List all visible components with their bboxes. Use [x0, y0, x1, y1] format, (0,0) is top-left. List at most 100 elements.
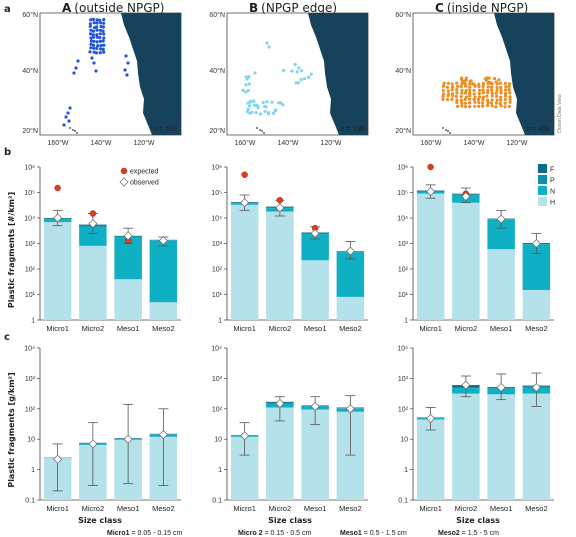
station-dot	[94, 69, 98, 73]
station-dot	[463, 91, 467, 95]
bar-segment-h	[149, 302, 178, 320]
island-mark	[74, 130, 76, 132]
station-dot	[261, 100, 265, 105]
station-dot	[277, 101, 281, 105]
observed-point	[345, 246, 355, 256]
lat-tick-label: 20°N	[22, 127, 38, 135]
bar-segment-h	[416, 193, 445, 320]
bar-segment-n	[149, 240, 178, 303]
station-dot	[99, 21, 103, 25]
station-dot	[489, 101, 493, 105]
station-dot	[494, 80, 498, 84]
station-dot	[467, 91, 472, 95]
station-dot	[91, 35, 95, 39]
bar-segment-h	[487, 249, 515, 320]
station-dot	[508, 95, 512, 99]
station-dot	[456, 104, 460, 108]
island-mark	[263, 132, 265, 134]
category-label: Meso2	[339, 324, 362, 333]
station-dot	[92, 61, 96, 65]
station-dot	[95, 33, 99, 37]
station-dot	[246, 107, 250, 111]
sample-count-label: n = 138	[340, 126, 364, 133]
station-dot	[467, 97, 472, 101]
xlabel-c: Size class	[456, 516, 500, 525]
station-dot	[481, 84, 485, 89]
station-dot	[92, 43, 96, 47]
station-dot	[99, 24, 103, 29]
y-tick-label: 10³	[25, 376, 36, 383]
island-mark	[449, 132, 451, 134]
station-dot	[95, 40, 99, 44]
y-tick-label: 10²	[25, 267, 36, 274]
y-tick-label: 1	[31, 318, 35, 325]
station-dot	[477, 104, 481, 108]
station-dot	[294, 81, 298, 85]
chart-panels: 10⁶ 10⁵ 10⁴ 10³ 10² 10¹ 1 Micro1 Micro2 Meso1 Meso…	[24, 163, 555, 513]
panel-label-c: c	[4, 332, 10, 343]
station-dot	[296, 81, 300, 85]
map-title-text: (NPGP edge)	[261, 1, 337, 15]
station-dot	[464, 105, 468, 109]
station-dot	[66, 111, 70, 115]
y-tick-label: 10³	[398, 376, 409, 383]
y-tick-label: 1	[404, 467, 408, 474]
def-micro1: Micro1 = 0.05 - 0.15 cm	[107, 530, 182, 537]
station-dot	[248, 104, 252, 108]
legend-swatch-h	[538, 197, 547, 206]
station-dot	[472, 88, 476, 93]
category-label: Micro2	[269, 324, 292, 333]
expected-point	[241, 171, 248, 178]
y-tick-label: 10⁶	[397, 165, 408, 172]
bar-segment-h	[230, 204, 259, 320]
y-tick-label: 1	[404, 318, 408, 325]
station-dot	[486, 91, 490, 95]
station-dot	[98, 51, 102, 55]
station-dot	[96, 44, 100, 48]
station-dot	[265, 100, 269, 104]
observed-point	[158, 236, 168, 246]
station-dot	[495, 98, 499, 102]
observed-point	[53, 454, 63, 464]
station-dot	[265, 41, 269, 45]
y-tick-label: 10	[214, 437, 222, 444]
y-tick-label: 10⁴	[211, 216, 222, 223]
y-tick-label: 10²	[212, 406, 223, 413]
y-tick-label: 0.1	[25, 498, 35, 505]
station-dot	[76, 59, 80, 63]
station-dot	[274, 108, 278, 112]
sample-count-label: n = 438	[526, 126, 550, 133]
station-dot	[460, 76, 464, 80]
station-dot	[490, 88, 494, 92]
station-dot	[94, 51, 99, 55]
station-dot	[91, 29, 96, 33]
station-dot	[503, 97, 507, 101]
station-dot	[490, 104, 494, 108]
lat-tick-label: 60°N	[209, 11, 225, 19]
category-label: Meso2	[525, 324, 548, 333]
category-label: Meso2	[152, 504, 175, 513]
station-dot	[252, 103, 257, 107]
island-mark	[259, 129, 261, 131]
expected-point	[89, 210, 97, 217]
bar-segment-h	[452, 393, 480, 500]
y-tick-label: 1	[31, 467, 35, 474]
station-dot	[91, 33, 95, 37]
observed-point	[310, 228, 320, 238]
station-dot	[98, 18, 102, 22]
island-mark	[442, 127, 444, 129]
bar-segment-h	[416, 419, 445, 500]
category-label: Micro1	[419, 324, 442, 333]
bar-segment-h	[114, 279, 142, 320]
station-dot	[89, 18, 93, 22]
station-dot	[477, 95, 482, 99]
station-dot	[490, 94, 494, 98]
legend-expected-label: expected	[130, 169, 159, 176]
station-dot	[460, 88, 464, 92]
map-title: A (outside NPGP)	[62, 1, 164, 15]
category-label: Micro1	[46, 324, 69, 333]
station-dot	[503, 94, 508, 98]
station-dot	[508, 100, 512, 104]
observed-point	[496, 214, 506, 224]
